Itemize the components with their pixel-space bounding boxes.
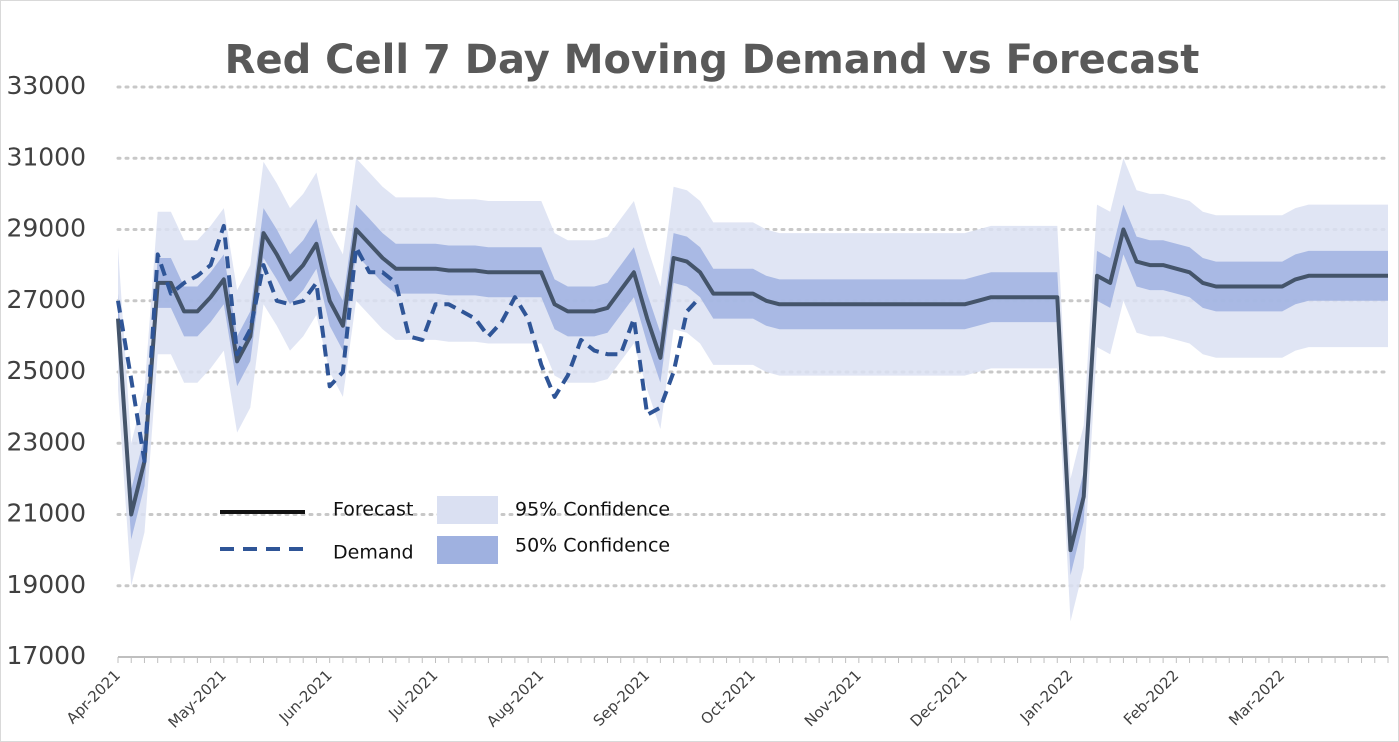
y-tick-label: 21000 (6, 499, 86, 528)
legend-label: Demand (333, 542, 414, 564)
chart-title: Red Cell 7 Day Moving Demand vs Forecast (225, 37, 1200, 83)
y-tick-label: 31000 (6, 142, 86, 171)
series-line (116, 227, 1388, 553)
y-tick-label: 27000 (6, 285, 86, 314)
y-tick-label: 29000 (6, 214, 86, 243)
y-tick-label: 25000 (6, 356, 86, 385)
legend-label: Forecast (333, 499, 413, 521)
confidence-band (118, 204, 1388, 576)
legend-label: 95% Confidence (515, 499, 670, 521)
legend-swatch (437, 536, 498, 564)
legend-swatch (437, 496, 498, 524)
y-tick-label: 19000 (6, 570, 86, 599)
y-tick-label: 17000 (6, 641, 86, 670)
legend-label: 50% Confidence (515, 535, 670, 557)
y-tick-label: 33000 (6, 71, 86, 100)
y-tick-label: 23000 (6, 427, 86, 456)
